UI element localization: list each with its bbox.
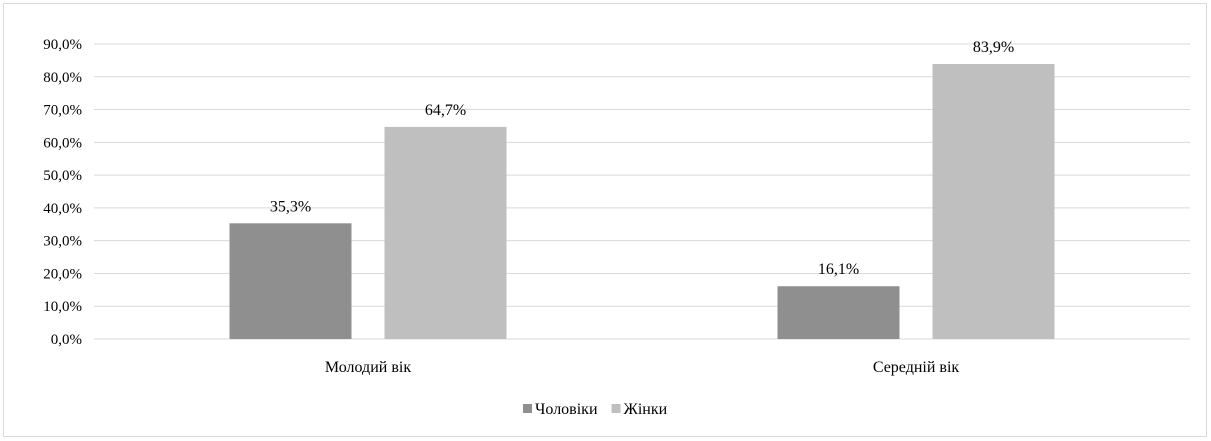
bar-women-1 [932,63,1055,339]
y-tick-label: 80,0% [43,70,82,86]
y-tick-label: 70,0% [43,103,82,119]
legend-label-women: Жінки [624,401,668,418]
data-label: 16,1% [818,261,859,278]
category-label: Середній вік [873,359,960,376]
data-label: 64,7% [425,102,466,119]
bar-men-1 [777,286,900,339]
y-tick-label: 50,0% [43,168,82,184]
y-tick-label: 20,0% [43,266,82,282]
y-tick-label: 30,0% [43,234,82,250]
legend-swatch-women [611,404,621,413]
bars [229,63,1055,339]
data-label: 83,9% [973,39,1014,56]
bar-women-0 [384,126,507,339]
data-label: 35,3% [270,198,311,215]
bar-men-0 [229,223,352,339]
y-axis-ticks: 0,0% 10,0% 20,0% 30,0% 40,0% 50,0% 60,0% 70,0% 8… [43,37,82,348]
legend-label-men: Чоловіки [535,401,598,418]
y-tick-label: 10,0% [43,299,82,315]
y-tick-label: 60,0% [43,135,82,151]
y-tick-label: 40,0% [43,201,82,217]
y-tick-label: 0,0% [51,332,82,348]
y-tick-label: 90,0% [43,37,82,53]
data-labels: 35,3% 64,7% 16,1% 83,9% [270,39,1014,278]
category-label: Молодий вік [325,359,411,376]
legend-swatch-men [523,404,532,413]
x-axis-categories: Молодий вік Середній вік [325,359,959,376]
legend: Чоловіки Жінки [523,401,668,418]
